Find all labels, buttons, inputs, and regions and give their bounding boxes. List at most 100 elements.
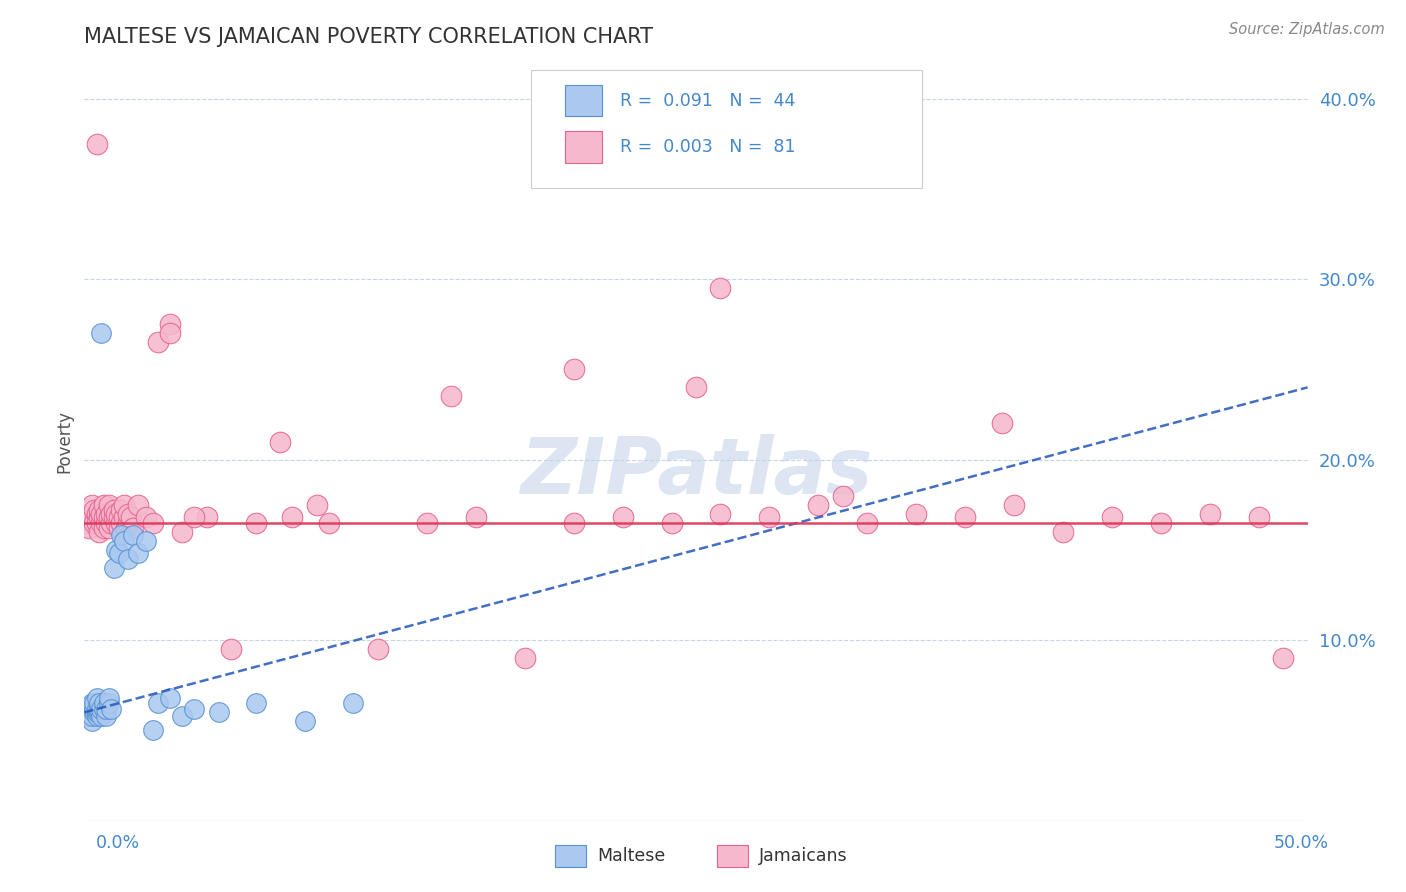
Point	[110, 516, 132, 530]
Point	[1247, 510, 1270, 524]
Point	[269, 434, 291, 449]
Point	[86, 136, 108, 151]
Point	[146, 696, 169, 710]
Point	[208, 706, 231, 720]
Text: R =  0.091   N =  44: R = 0.091 N = 44	[620, 92, 796, 110]
Point	[96, 709, 118, 723]
Point	[1101, 510, 1123, 524]
Point	[367, 642, 389, 657]
Point	[90, 709, 112, 723]
Point	[77, 702, 100, 716]
Point	[685, 380, 707, 394]
Point	[100, 516, 122, 530]
Point	[83, 702, 105, 716]
Point	[905, 507, 928, 521]
Point	[96, 507, 118, 521]
Point	[117, 552, 139, 566]
Point	[110, 503, 132, 517]
Point	[97, 510, 120, 524]
Point	[1198, 507, 1220, 521]
Point	[80, 696, 103, 710]
Point	[86, 706, 108, 720]
Point	[87, 524, 110, 539]
Point	[709, 281, 731, 295]
Point	[513, 651, 536, 665]
Point	[135, 533, 157, 548]
Point	[115, 521, 138, 535]
Point	[103, 503, 125, 517]
Bar	[565, 85, 602, 117]
Point	[991, 417, 1014, 431]
Point	[342, 696, 364, 710]
Point	[122, 528, 145, 542]
Point	[245, 696, 267, 710]
Point	[107, 510, 129, 524]
Point	[87, 696, 110, 710]
Point	[77, 510, 100, 524]
Point	[83, 503, 105, 517]
Point	[76, 709, 98, 723]
Point	[107, 521, 129, 535]
Point	[416, 516, 439, 530]
Point	[83, 516, 105, 530]
Point	[87, 706, 110, 720]
Point	[107, 546, 129, 560]
Point	[105, 516, 128, 530]
Point	[294, 714, 316, 729]
Point	[709, 507, 731, 521]
Point	[83, 696, 105, 710]
Point	[97, 498, 120, 512]
Point	[127, 498, 149, 512]
Point	[97, 690, 120, 705]
Point	[86, 690, 108, 705]
Point	[103, 510, 125, 524]
Point	[83, 706, 105, 720]
Point	[80, 498, 103, 512]
Point	[112, 498, 135, 512]
Bar	[565, 131, 602, 162]
Point	[76, 516, 98, 530]
Text: Jamaicans: Jamaicans	[759, 847, 848, 865]
Point	[195, 510, 218, 524]
Point	[305, 498, 328, 512]
Point	[97, 521, 120, 535]
Text: MALTESE VS JAMAICAN POVERTY CORRELATION CHART: MALTESE VS JAMAICAN POVERTY CORRELATION …	[84, 27, 654, 47]
Text: Source: ZipAtlas.com: Source: ZipAtlas.com	[1229, 22, 1385, 37]
Point	[86, 702, 108, 716]
Point	[172, 524, 194, 539]
Point	[112, 533, 135, 548]
Text: Maltese: Maltese	[598, 847, 666, 865]
Point	[110, 528, 132, 542]
Point	[142, 723, 165, 738]
Point	[183, 510, 205, 524]
Point	[318, 516, 340, 530]
Point	[93, 521, 115, 535]
Point	[464, 510, 486, 524]
Point	[1052, 524, 1074, 539]
Point	[856, 516, 879, 530]
Text: 0.0%: 0.0%	[96, 834, 139, 852]
Point	[90, 702, 112, 716]
Point	[77, 706, 100, 720]
Point	[90, 507, 112, 521]
Point	[86, 507, 108, 521]
Point	[80, 714, 103, 729]
Point	[105, 507, 128, 521]
Point	[135, 510, 157, 524]
Point	[146, 335, 169, 350]
Point	[831, 489, 853, 503]
Point	[807, 498, 830, 512]
Point	[100, 507, 122, 521]
Point	[1272, 651, 1295, 665]
Point	[159, 317, 181, 331]
Point	[96, 702, 118, 716]
Point	[97, 696, 120, 710]
Point	[86, 516, 108, 530]
Point	[105, 542, 128, 557]
Point	[112, 510, 135, 524]
Point	[100, 702, 122, 716]
Point	[440, 389, 463, 403]
Point	[103, 561, 125, 575]
Y-axis label: Poverty: Poverty	[55, 410, 73, 473]
Point	[80, 507, 103, 521]
